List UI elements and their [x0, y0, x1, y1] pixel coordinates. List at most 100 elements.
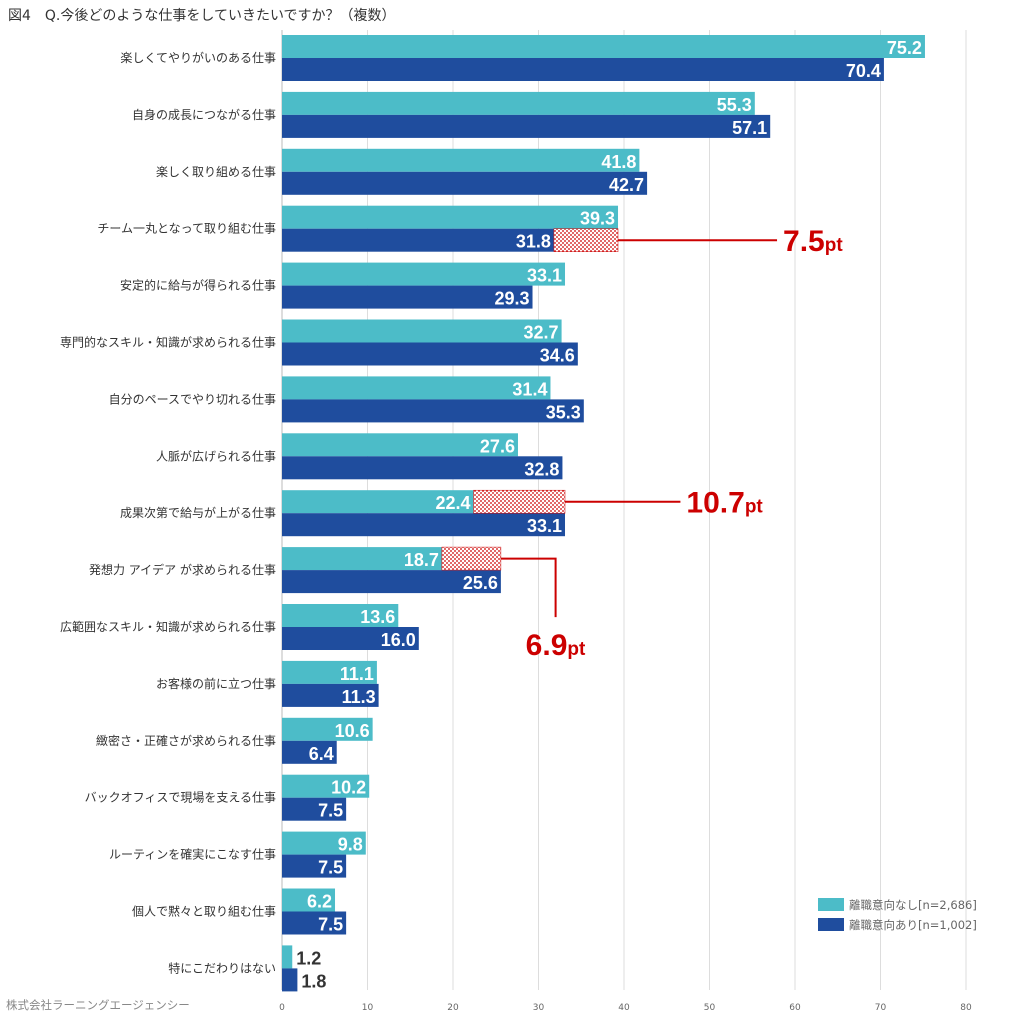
data-label: 10.2	[331, 778, 366, 798]
bar	[282, 513, 566, 537]
tick-label: 60	[789, 1003, 801, 1013]
data-label: 42.7	[609, 175, 644, 195]
difference-segment	[553, 228, 619, 252]
category-label: バックオフィスで現場を支える仕事	[85, 791, 276, 805]
data-label: 31.8	[516, 232, 551, 252]
chart-title: 図4 Q.今後どのような仕事をしていきたいですか？（複数）	[8, 8, 396, 24]
category-label: 個人で黙々と取り組む仕事	[132, 905, 276, 919]
bar	[282, 570, 501, 594]
legend-swatch	[818, 898, 844, 911]
category-labels: 楽しくてやりがいのある仕事自身の成長につながる仕事楽しく取り組める仕事チーム一丸…	[60, 50, 276, 975]
tick-label: 30	[533, 1003, 545, 1013]
data-label: 10.6	[335, 721, 370, 741]
annotation-number: 10.7	[686, 487, 744, 520]
annotation-number: 7.5	[783, 225, 825, 258]
category-label: 安定的に給与が得られる仕事	[120, 278, 276, 293]
data-label: 1.8	[301, 971, 326, 991]
bar	[282, 58, 884, 81]
category-label: 人脈が広げられる仕事	[156, 448, 276, 463]
category-label: 発想力 アイデア が求められる仕事	[89, 562, 276, 577]
category-label: 自身の成長につながる仕事	[132, 107, 276, 122]
annotation-label: 6.9pt	[526, 629, 586, 662]
difference-annotations: 7.5pt 10.7 pt 6.9pt	[441, 225, 843, 662]
credit-text: 株式会社ラーニングエージェンシー	[6, 998, 190, 1012]
bar	[282, 205, 619, 229]
data-label: 33.1	[527, 266, 562, 286]
bar	[282, 35, 925, 58]
bar	[282, 376, 551, 400]
bar	[282, 490, 474, 514]
category-label: 特にこだわりはない	[168, 960, 276, 975]
annotation-label: 7.5pt	[783, 225, 843, 258]
category-label: 広範囲なスキル・知識が求められる仕事	[60, 619, 276, 634]
tick-label: 70	[875, 1003, 887, 1013]
legend-swatch	[818, 918, 844, 931]
bar	[282, 91, 755, 115]
bar	[282, 433, 518, 457]
data-label: 55.3	[717, 95, 752, 115]
bar	[282, 740, 337, 764]
category-label: ルーティンを確実にこなす仕事	[109, 847, 276, 862]
bar	[282, 262, 566, 286]
bar	[282, 319, 562, 343]
tick-label: 80	[960, 1003, 972, 1013]
difference-segment	[441, 546, 502, 571]
tick-label: 10	[362, 1003, 374, 1013]
data-label: 22.4	[435, 493, 470, 513]
data-label: 41.8	[601, 152, 636, 172]
data-label: 75.2	[887, 38, 922, 58]
data-label: 57.1	[732, 118, 767, 138]
data-label: 9.8	[338, 835, 363, 855]
bar	[282, 148, 640, 172]
data-label: 7.5	[318, 915, 343, 935]
x-axis-ticks: 0 10 20 30 40 50 60 70 80	[279, 1003, 972, 1013]
bar	[282, 228, 554, 252]
data-label: 11.1	[340, 664, 374, 684]
bar	[282, 660, 377, 684]
bar	[282, 854, 347, 878]
bar	[282, 399, 584, 423]
bar	[282, 342, 578, 366]
tick-label: 50	[704, 1003, 716, 1013]
bar	[282, 547, 442, 571]
data-label: 6.4	[309, 744, 334, 764]
bar	[282, 285, 533, 309]
category-label: 自分のペースでやり切れる仕事	[109, 392, 276, 406]
bar	[282, 114, 771, 138]
bar	[282, 831, 366, 855]
bar	[282, 627, 419, 650]
bar	[282, 945, 293, 969]
data-label: 32.8	[524, 459, 559, 479]
data-label: 1.2	[296, 948, 321, 968]
tick-label: 0	[279, 1003, 285, 1013]
tick-label: 20	[447, 1003, 459, 1013]
category-label: お客様の前に立つ仕事	[156, 676, 276, 691]
data-label: 7.5	[318, 801, 343, 821]
data-label: 31.4	[512, 379, 547, 399]
annotation-unit: pt	[825, 235, 844, 256]
data-label: 39.3	[580, 209, 615, 229]
category-label: 緻密さ・正確さが求められる仕事	[96, 733, 276, 748]
category-label: 楽しく取り組める仕事	[156, 165, 276, 179]
bar	[282, 683, 379, 707]
data-label: 6.2	[307, 892, 332, 912]
data-label: 25.6	[463, 573, 498, 593]
data-label: 33.1	[527, 516, 562, 536]
bar	[282, 888, 336, 912]
bar	[282, 171, 648, 195]
data-label: 13.6	[360, 607, 395, 627]
category-label: 楽しくてやりがいのある仕事	[120, 50, 276, 65]
bar	[282, 604, 399, 627]
category-label: 専門的なスキル・知識が求められる仕事	[60, 335, 276, 350]
bar	[282, 717, 373, 741]
bar	[282, 968, 298, 992]
data-label: 16.0	[381, 630, 416, 650]
tick-label: 40	[618, 1003, 630, 1013]
bar	[282, 456, 563, 480]
category-label: 成果次第で給与が上がる仕事	[120, 505, 276, 520]
data-label: 18.7	[404, 550, 439, 570]
data-label: 32.7	[524, 323, 559, 343]
category-label: チーム一丸となって取り組む仕事	[97, 222, 276, 236]
data-label: 7.5	[318, 858, 343, 878]
legend-label: 離職意向あり[n=1,002]	[849, 918, 977, 932]
